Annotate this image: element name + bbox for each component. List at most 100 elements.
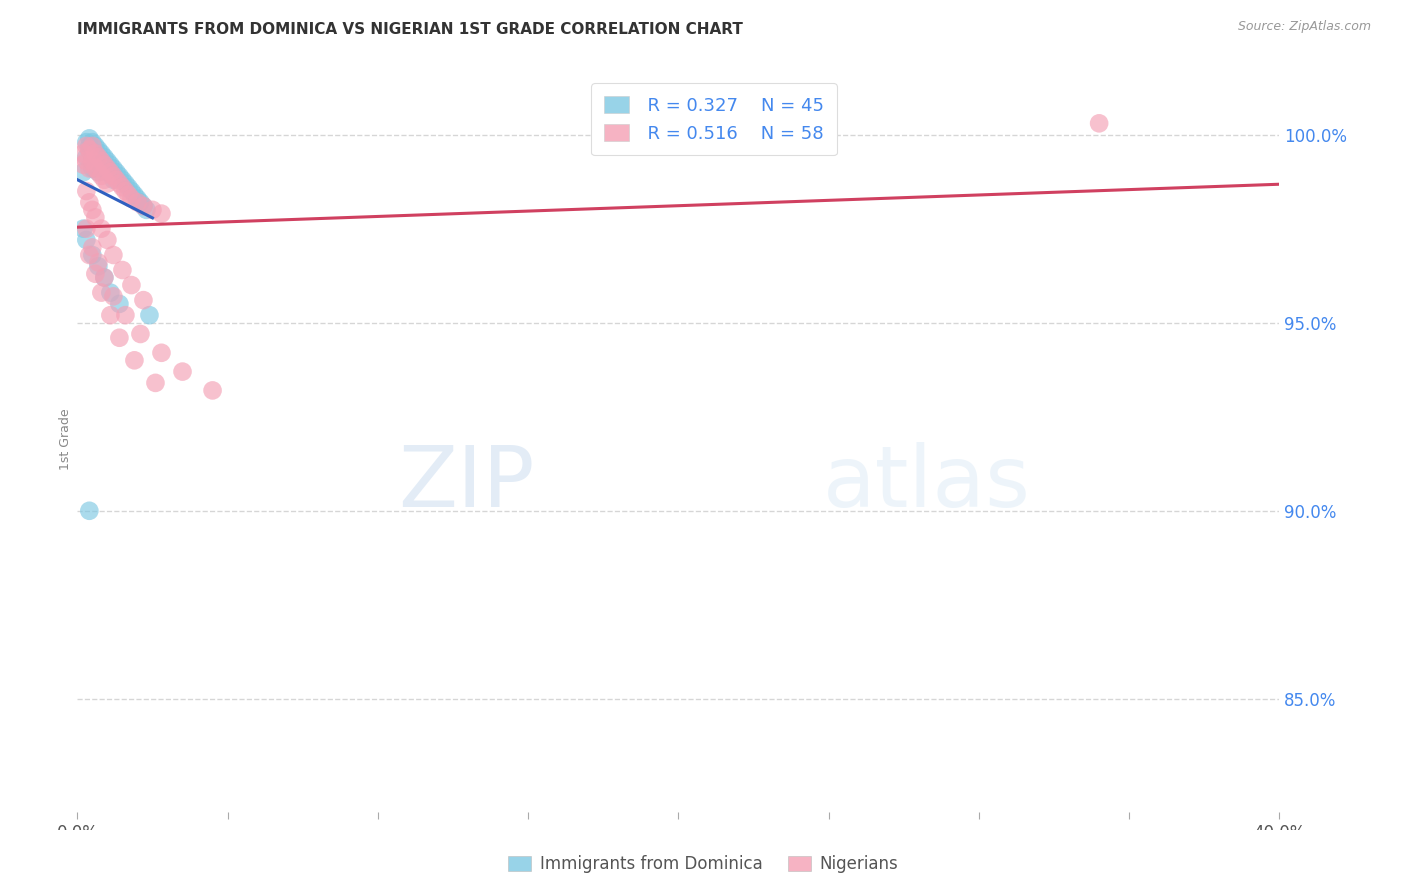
Point	[75, 233, 97, 247]
Point	[90, 285, 112, 300]
Point	[111, 180, 134, 194]
Point	[84, 161, 107, 176]
Point	[96, 177, 118, 191]
Point	[84, 139, 107, 153]
Point	[103, 169, 125, 183]
Point	[84, 161, 107, 176]
Point	[87, 165, 110, 179]
Point	[124, 353, 146, 368]
Point	[114, 184, 136, 198]
Point	[124, 187, 146, 202]
Point	[96, 161, 118, 176]
Point	[93, 161, 115, 176]
Point	[87, 255, 110, 269]
Point	[75, 139, 97, 153]
Point	[82, 135, 104, 149]
Point	[90, 169, 112, 183]
Point	[100, 308, 122, 322]
Point	[93, 270, 115, 285]
Point	[79, 248, 101, 262]
Point	[87, 150, 110, 164]
Point	[87, 165, 110, 179]
Point	[135, 202, 157, 217]
Point	[93, 150, 115, 164]
Y-axis label: 1st Grade: 1st Grade	[59, 409, 72, 470]
Point	[79, 143, 101, 157]
Point	[72, 221, 94, 235]
Point	[75, 135, 97, 149]
Point	[117, 180, 139, 194]
Point	[82, 139, 104, 153]
Point	[96, 153, 118, 168]
Point	[120, 184, 142, 198]
Point	[100, 158, 122, 172]
Point	[84, 150, 107, 164]
Point	[82, 153, 104, 168]
Point	[84, 211, 107, 225]
Point	[84, 267, 107, 281]
Point	[150, 206, 173, 220]
Legend:   R = 0.327    N = 45,   R = 0.516    N = 58: R = 0.327 N = 45, R = 0.516 N = 58	[592, 83, 837, 155]
Point	[105, 165, 128, 179]
Point	[72, 146, 94, 161]
Point	[138, 308, 160, 322]
Point	[79, 195, 101, 210]
Point	[72, 158, 94, 172]
Point	[105, 173, 128, 187]
Point	[1088, 116, 1111, 130]
Point	[82, 153, 104, 168]
Point	[79, 143, 101, 157]
Point	[127, 192, 149, 206]
Point	[129, 195, 152, 210]
Point	[82, 240, 104, 254]
Point	[103, 173, 125, 187]
Text: ZIP: ZIP	[398, 442, 534, 525]
Point	[79, 139, 101, 153]
Point	[90, 158, 112, 172]
Point	[93, 173, 115, 187]
Point	[201, 384, 224, 398]
Point	[93, 270, 115, 285]
Point	[93, 158, 115, 172]
Point	[120, 192, 142, 206]
Point	[129, 326, 152, 341]
Point	[103, 248, 125, 262]
Text: Source: ZipAtlas.com: Source: ZipAtlas.com	[1237, 20, 1371, 33]
Point	[100, 285, 122, 300]
Point	[87, 153, 110, 168]
Point	[108, 331, 131, 345]
Point	[87, 143, 110, 157]
Point	[132, 293, 155, 307]
Point	[111, 263, 134, 277]
Point	[90, 146, 112, 161]
Text: IMMIGRANTS FROM DOMINICA VS NIGERIAN 1ST GRADE CORRELATION CHART: IMMIGRANTS FROM DOMINICA VS NIGERIAN 1ST…	[77, 22, 744, 37]
Point	[75, 153, 97, 168]
Point	[100, 165, 122, 179]
Point	[108, 169, 131, 183]
Point	[82, 202, 104, 217]
Text: atlas: atlas	[823, 442, 1031, 525]
Point	[114, 177, 136, 191]
Point	[117, 187, 139, 202]
Legend: Immigrants from Dominica, Nigerians: Immigrants from Dominica, Nigerians	[502, 848, 904, 880]
Point	[103, 289, 125, 303]
Point	[96, 233, 118, 247]
Point	[108, 177, 131, 191]
Point	[90, 221, 112, 235]
Point	[72, 165, 94, 179]
Point	[79, 131, 101, 145]
Point	[75, 150, 97, 164]
Point	[132, 199, 155, 213]
Point	[79, 161, 101, 176]
Point	[82, 161, 104, 176]
Point	[79, 504, 101, 518]
Point	[103, 161, 125, 176]
Point	[150, 346, 173, 360]
Point	[75, 184, 97, 198]
Point	[108, 297, 131, 311]
Point	[96, 165, 118, 179]
Point	[172, 365, 194, 379]
Point	[82, 248, 104, 262]
Point	[87, 260, 110, 274]
Point	[141, 202, 163, 217]
